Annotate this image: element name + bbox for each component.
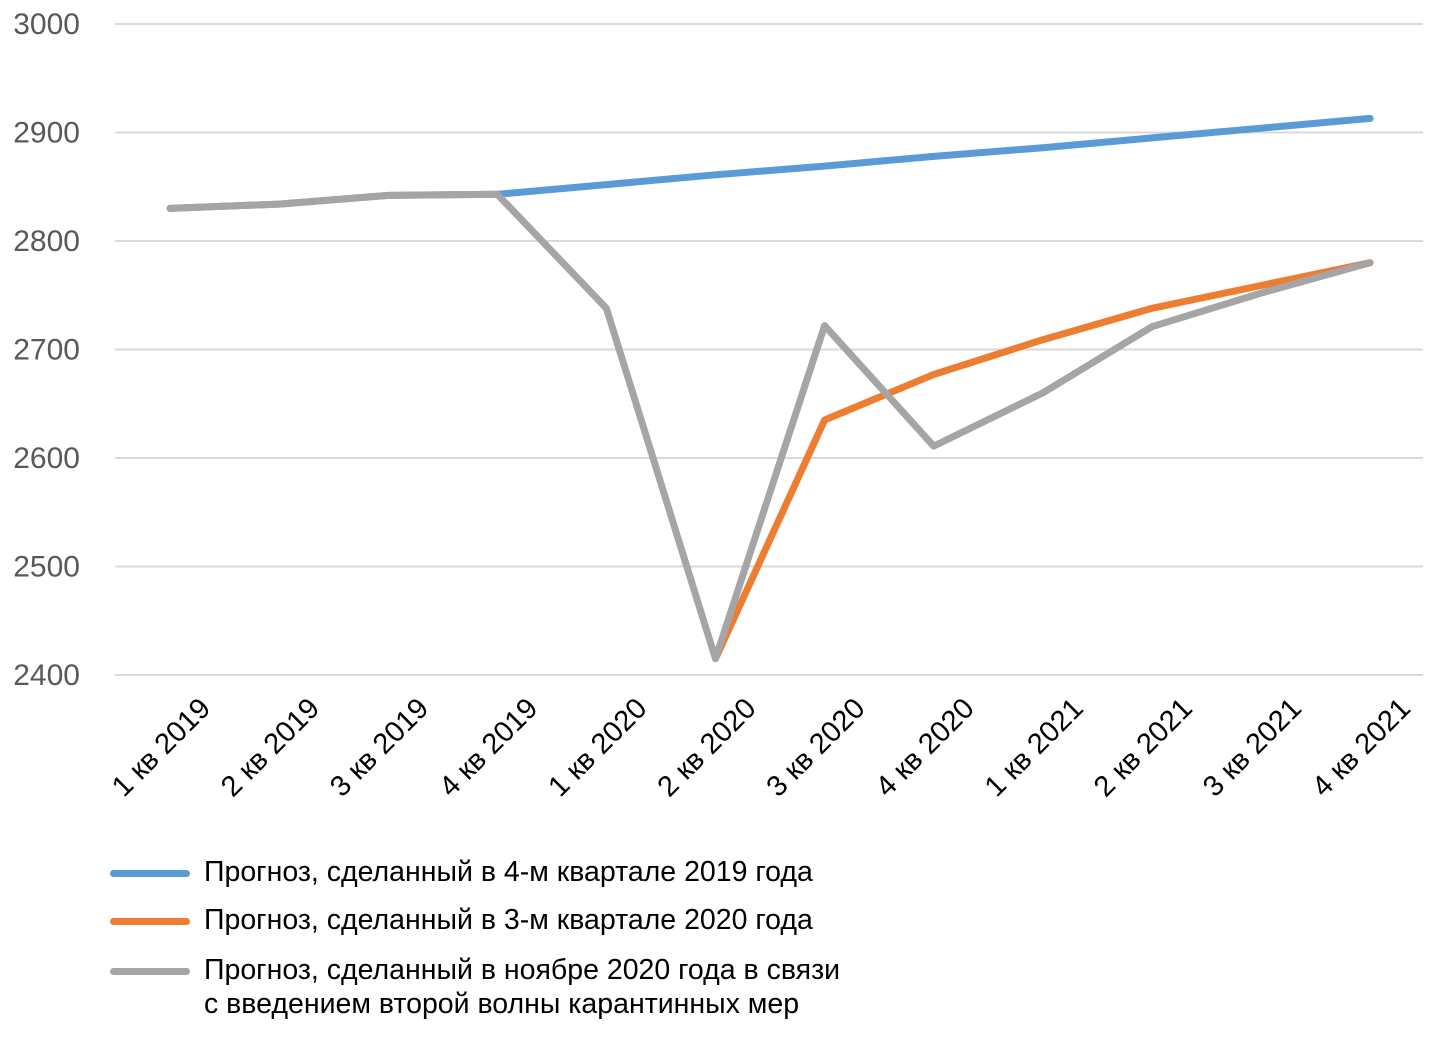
x-tick-label: 1 кв 2021	[979, 692, 1090, 803]
legend-swatch-series-2	[110, 918, 190, 925]
legend-swatch-series-1	[110, 870, 190, 877]
legend-swatch-series-3	[110, 968, 190, 975]
x-tick-label: 2 кв 2020	[652, 692, 763, 803]
legend-label-series-3-line-2: с введением второй волны карантинных мер	[204, 988, 800, 1020]
y-tick-label: 2900	[13, 117, 80, 150]
series-line-3	[166, 190, 1374, 663]
x-tick-label: 2 кв 2019	[215, 692, 326, 803]
x-tick-label: 4 кв 2020	[870, 692, 981, 803]
legend-label-series-3-line-1: Прогноз, сделанный в ноябре 2020 года в …	[204, 954, 841, 986]
x-tick-label: 3 кв 2020	[761, 692, 872, 803]
gridlines	[115, 23, 1423, 676]
y-axis: 2400 2500 2600 2700 2800 2900 3000	[13, 8, 80, 692]
y-tick-label: 2700	[13, 334, 80, 367]
y-tick-label: 2600	[13, 442, 80, 475]
x-tick-label: 1 кв 2019	[106, 692, 217, 803]
series-line-2	[712, 259, 1374, 663]
y-tick-label: 2500	[13, 551, 80, 584]
x-tick-label: 4 кв 2021	[1306, 692, 1417, 803]
x-tick-label: 2 кв 2021	[1088, 692, 1199, 803]
legend-label-series-2: Прогноз, сделанный в 3-м квартале 2020 г…	[204, 904, 813, 936]
y-tick-label: 2400	[13, 659, 80, 692]
legend-label-series-1: Прогноз, сделанный в 4-м квартале 2019 г…	[204, 856, 813, 888]
x-tick-label: 1 кв 2020	[542, 692, 653, 803]
x-tick-label: 3 кв 2019	[324, 692, 435, 803]
series-lines	[166, 114, 1374, 663]
y-tick-label: 3000	[13, 8, 80, 41]
y-tick-label: 2800	[13, 225, 80, 258]
x-tick-label: 3 кв 2021	[1197, 692, 1308, 803]
x-tick-label: 4 кв 2019	[433, 692, 544, 803]
